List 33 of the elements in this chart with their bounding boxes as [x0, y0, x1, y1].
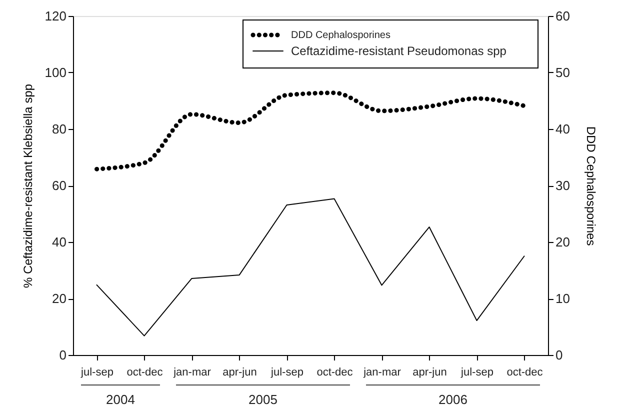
- x-tick-label: jul-sep: [80, 366, 114, 378]
- x-tick-label: apr-jun: [412, 366, 447, 378]
- y-tick-label: 100: [44, 65, 66, 80]
- y-axis-title: % Ceftazidime-resistant Klebsiella spp: [20, 84, 35, 288]
- y2-tick-label: 40: [556, 122, 570, 136]
- line-series: [96, 198, 525, 336]
- y-tick-label: 80: [52, 122, 66, 136]
- x-tick-label: jan-mar: [362, 366, 402, 378]
- legend-label: Ceftazidime-resistant Pseudomonas spp: [291, 44, 507, 58]
- x-tick-label: jul-sep: [270, 366, 304, 378]
- y-tick-label: 20: [52, 291, 66, 306]
- y2-tick-label: 20: [556, 234, 570, 250]
- y2-tick-label: 0: [556, 348, 563, 362]
- text: 2004: [106, 392, 135, 407]
- x-tick-label: jan-mar: [172, 366, 212, 378]
- x-tick-label: oct-dec: [316, 366, 354, 378]
- y-tick-label: 40: [52, 234, 66, 250]
- y2-tick-label: 30: [556, 178, 570, 193]
- y2-tick-label: 60: [556, 8, 570, 24]
- text: 2005: [248, 392, 278, 407]
- text: 2006: [438, 392, 468, 407]
- y2-axis-title: DDD Cephalosporines: [584, 126, 598, 246]
- y-tick-label: 0: [59, 348, 66, 362]
- y-tick-label: 120: [44, 8, 66, 24]
- x-tick-label: jul-sep: [460, 366, 494, 378]
- x-tick-label: oct-dec: [506, 366, 544, 378]
- y2-tick-label: 50: [556, 65, 570, 80]
- line-series: [94, 90, 526, 172]
- x-tick-label: oct-dec: [126, 366, 164, 378]
- y2-tick-label: 10: [556, 291, 570, 306]
- y-tick-label: 60: [52, 178, 66, 193]
- legend-label: DDD Cephalosporines: [291, 30, 390, 41]
- x-tick-label: apr-jun: [222, 366, 257, 378]
